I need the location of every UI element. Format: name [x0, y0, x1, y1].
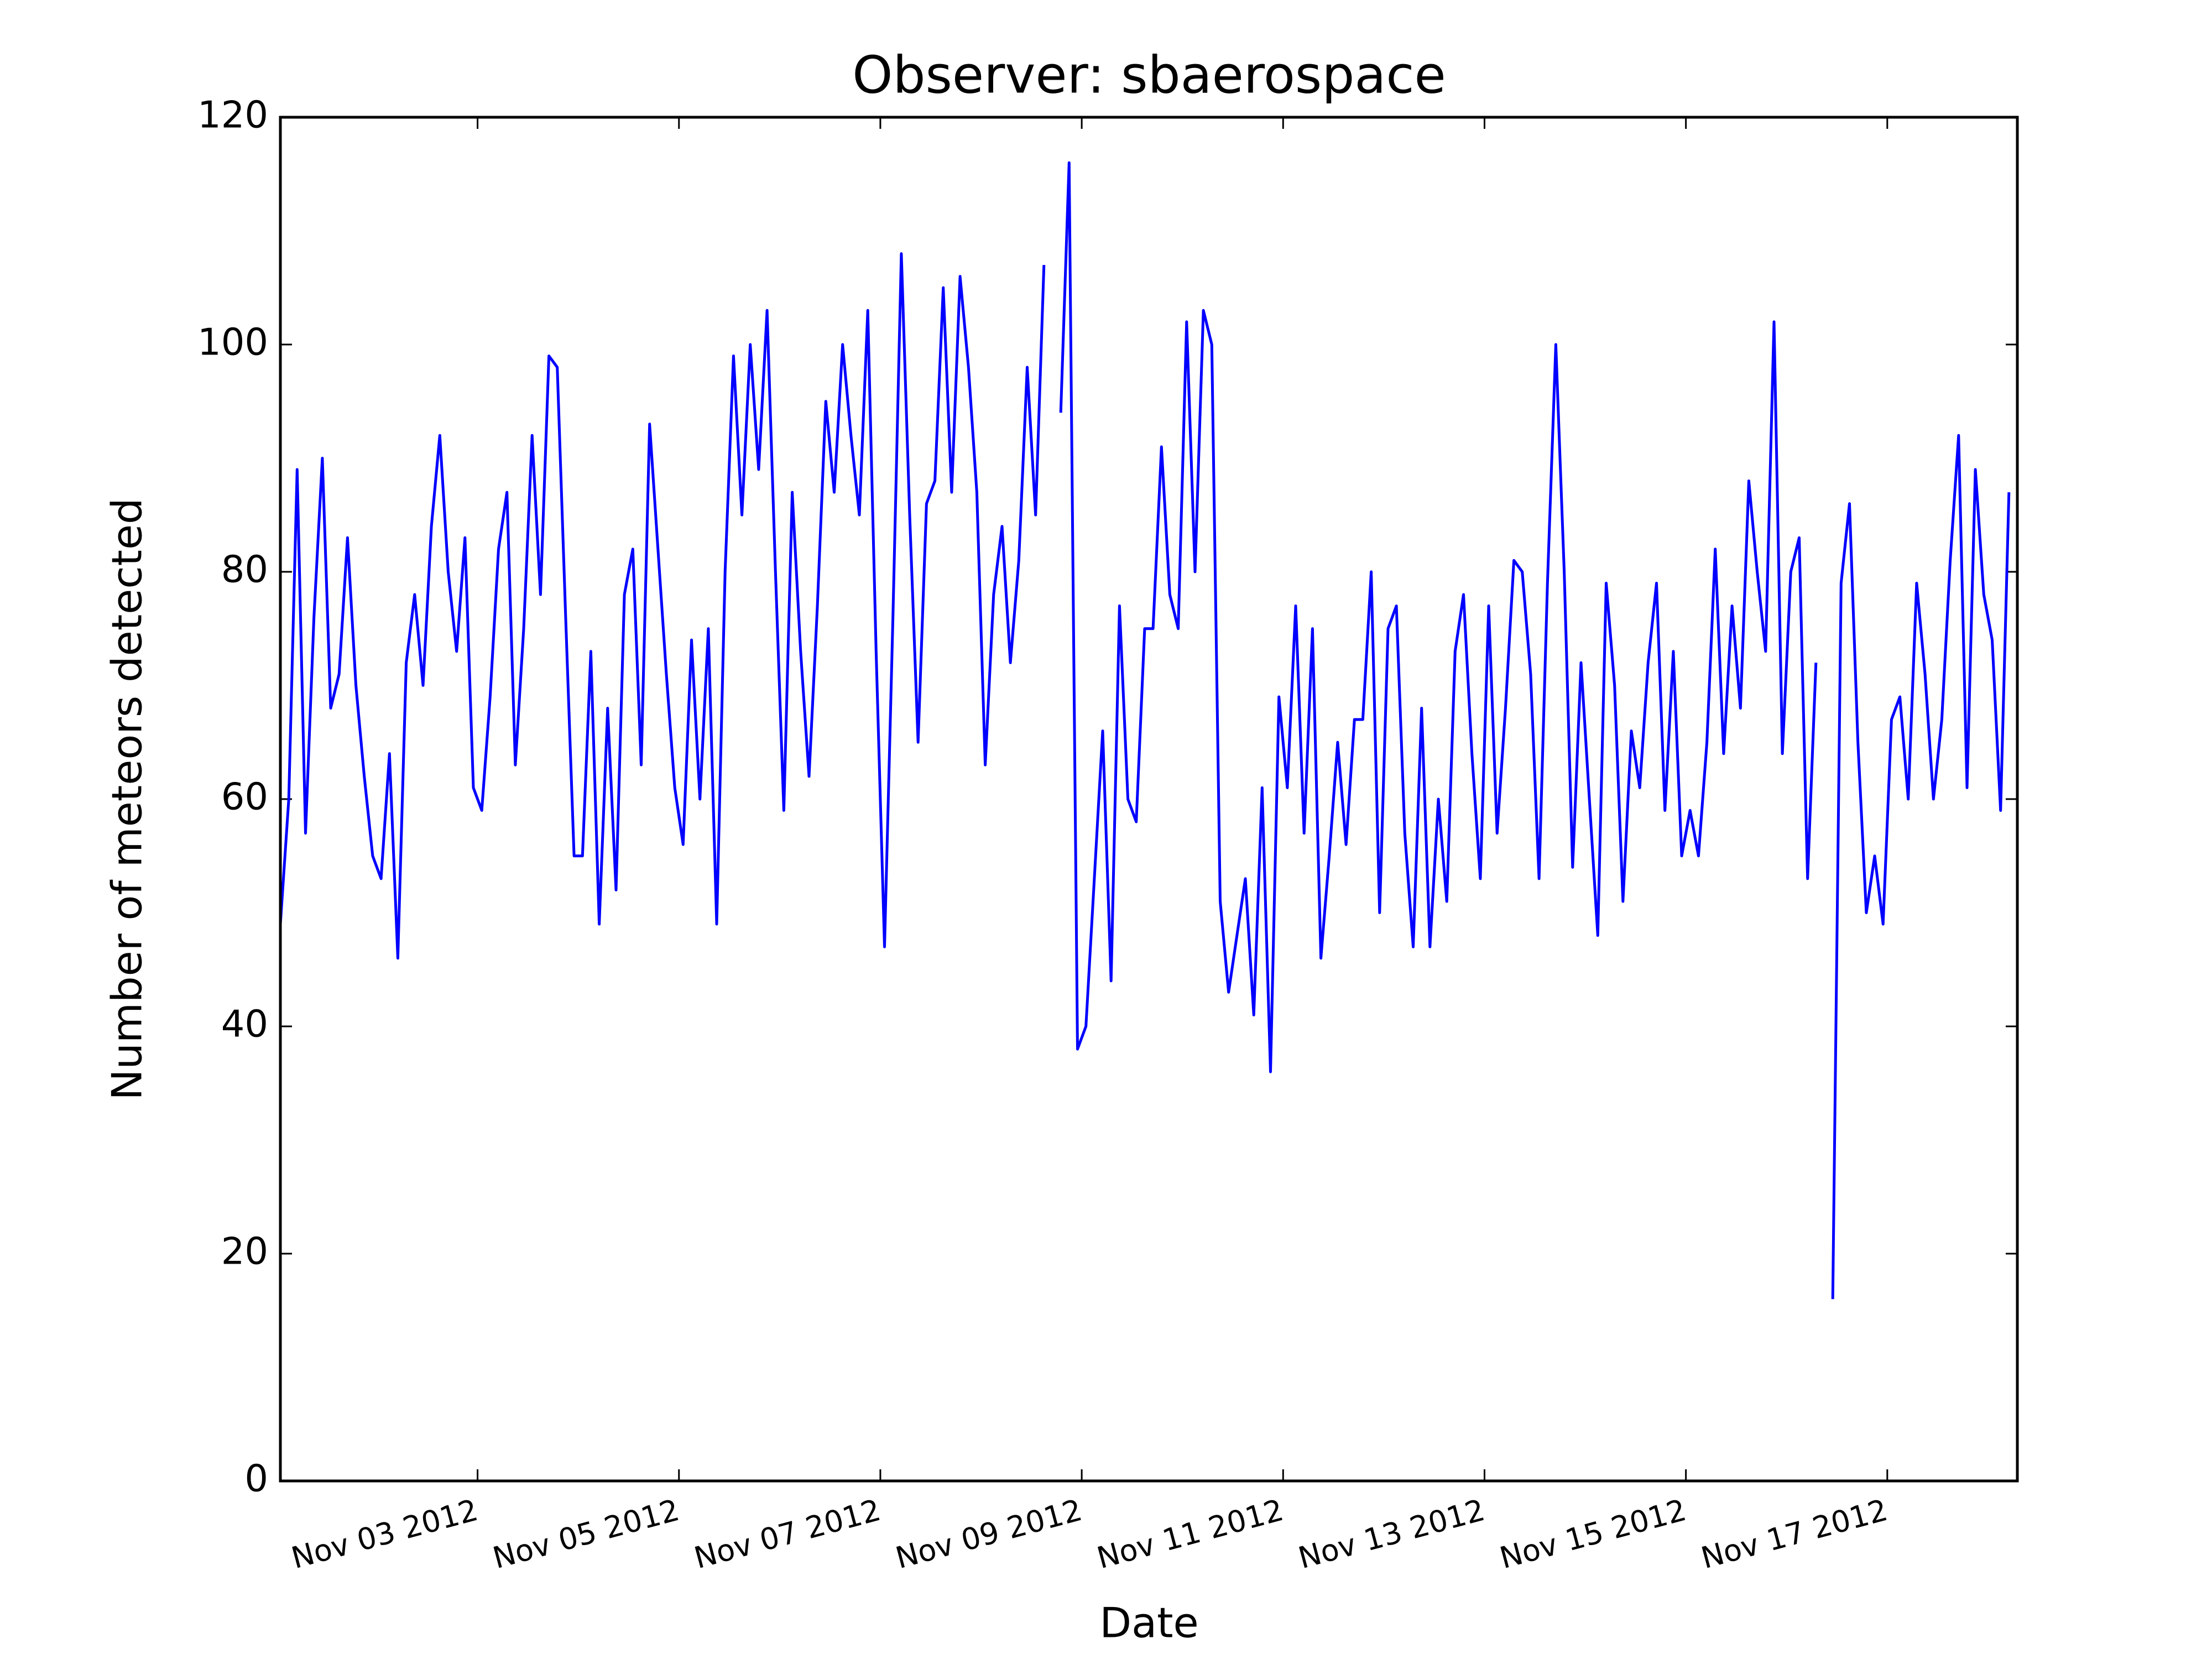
y-tick-label: 80: [221, 548, 268, 591]
y-tick-label: 60: [221, 775, 268, 818]
plot-frame: [279, 116, 2019, 1483]
x-tick-label: Nov 15 2012: [1496, 1493, 1689, 1575]
x-tick-label: Nov 05 2012: [489, 1493, 683, 1575]
x-axis-label: Date: [1099, 1599, 1198, 1647]
x-tick-label: Nov 09 2012: [892, 1493, 1086, 1575]
y-tick-label: 40: [221, 1003, 268, 1046]
x-tick-label: Nov 11 2012: [1093, 1493, 1287, 1575]
x-tick-label: Nov 03 2012: [288, 1493, 481, 1575]
x-tick-label: Nov 07 2012: [691, 1493, 884, 1575]
y-axis-label: Number of meteors detected: [103, 498, 152, 1100]
y-tick-label: 20: [221, 1230, 268, 1273]
y-tick-label: 100: [197, 321, 268, 364]
chart-title: Observer: sbaerospace: [852, 45, 1446, 105]
x-tick-label: Nov 17 2012: [1698, 1493, 1891, 1575]
data-line: [279, 161, 2011, 1300]
y-tick-label: 120: [197, 93, 268, 137]
y-tick-label: 0: [244, 1457, 268, 1500]
x-tick-label: Nov 13 2012: [1295, 1493, 1488, 1575]
